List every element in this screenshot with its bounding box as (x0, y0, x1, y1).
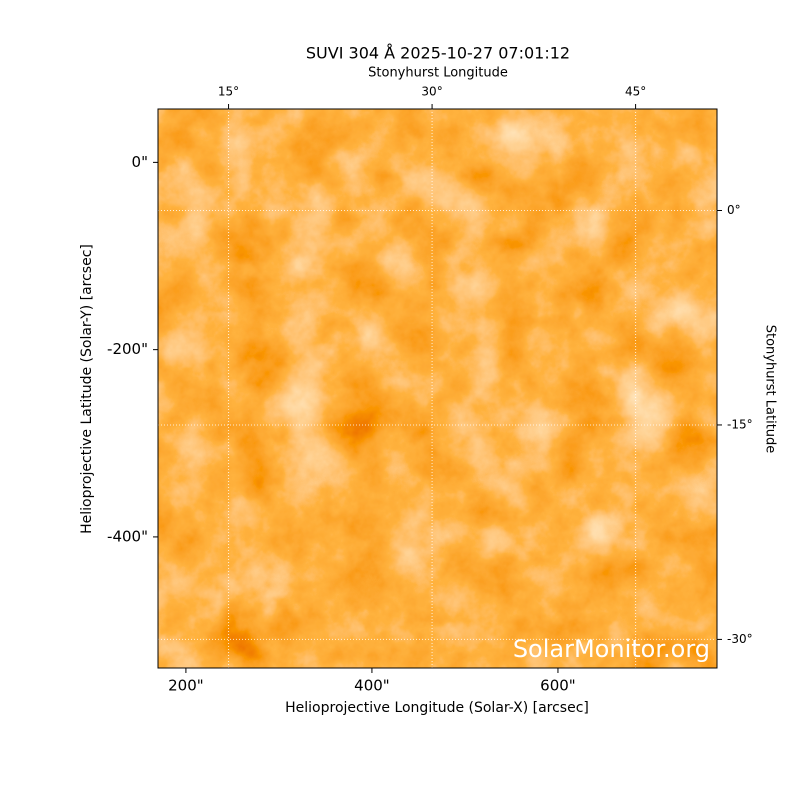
watermark: SolarMonitor.org (513, 635, 710, 663)
y2-axis-label: Stonyhurst Latitude (763, 325, 778, 454)
y-tick-label: -400" (107, 527, 148, 545)
x-axis-label: Helioprojective Longitude (Solar-X) [arc… (285, 700, 589, 716)
y-tick-label: -200" (107, 340, 148, 358)
y-axis-label: Helioprojective Latitude (Solar-Y) [arcs… (79, 244, 95, 534)
x-tick-label: 200" (168, 677, 204, 695)
y-tick-label: 0" (132, 153, 148, 171)
x-tick-label: 600" (540, 677, 576, 695)
x2-tick-label: 45° (625, 85, 646, 99)
chart-title: SUVI 304 Å 2025-10-27 07:01:12 (306, 44, 570, 63)
x2-axis-label: Stonyhurst Longitude (368, 66, 508, 81)
y2-tick-label: 0° (727, 203, 741, 217)
x2-tick-label: 30° (421, 85, 442, 99)
x-tick-label: 400" (354, 677, 390, 695)
y2-tick-label: -30° (727, 632, 753, 646)
plot-frame (157, 108, 718, 669)
x2-tick-label: 15° (218, 85, 239, 99)
y2-tick-label: -15° (727, 417, 753, 431)
solar-image-texture (158, 109, 717, 668)
